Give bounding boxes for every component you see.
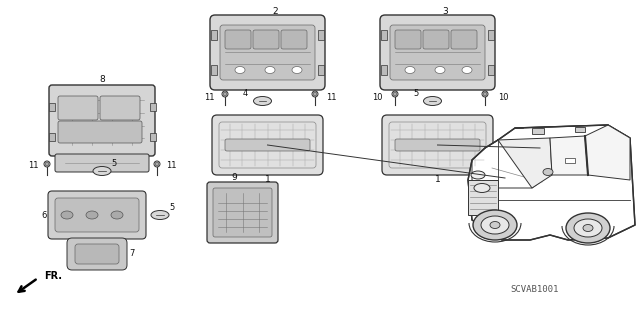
Bar [381, 30, 387, 40]
Ellipse shape [473, 210, 517, 240]
Text: 1: 1 [264, 174, 270, 183]
Text: 11: 11 [326, 93, 336, 101]
Polygon shape [498, 138, 552, 188]
Text: 10: 10 [498, 93, 508, 101]
FancyBboxPatch shape [395, 139, 480, 151]
Ellipse shape [574, 219, 602, 237]
FancyBboxPatch shape [395, 30, 421, 49]
Ellipse shape [61, 211, 73, 219]
Text: 6: 6 [42, 211, 47, 219]
Polygon shape [483, 92, 487, 96]
Bar [565, 158, 575, 163]
Ellipse shape [292, 66, 302, 73]
Text: 4: 4 [243, 88, 248, 98]
Ellipse shape [435, 66, 445, 73]
Ellipse shape [235, 66, 245, 73]
Text: 3: 3 [443, 8, 449, 17]
Ellipse shape [583, 225, 593, 232]
Bar [532, 128, 544, 134]
Polygon shape [585, 125, 630, 180]
FancyBboxPatch shape [213, 188, 272, 237]
Ellipse shape [474, 183, 490, 192]
Ellipse shape [86, 211, 98, 219]
FancyBboxPatch shape [75, 244, 119, 264]
Text: 11: 11 [204, 93, 214, 101]
Text: 7: 7 [129, 249, 134, 258]
FancyBboxPatch shape [220, 25, 315, 80]
Polygon shape [393, 92, 397, 96]
Polygon shape [550, 136, 588, 175]
FancyBboxPatch shape [281, 30, 307, 49]
FancyBboxPatch shape [225, 30, 251, 49]
Ellipse shape [424, 97, 442, 106]
Circle shape [154, 161, 160, 167]
FancyBboxPatch shape [49, 85, 155, 156]
Bar [318, 30, 324, 40]
Text: 5: 5 [413, 88, 418, 98]
Bar [488, 65, 494, 75]
FancyBboxPatch shape [225, 139, 310, 151]
Ellipse shape [481, 216, 509, 234]
Ellipse shape [471, 171, 485, 179]
Bar [211, 65, 217, 75]
Ellipse shape [253, 97, 271, 106]
Polygon shape [223, 92, 227, 96]
Circle shape [222, 91, 228, 97]
FancyBboxPatch shape [58, 96, 98, 120]
Ellipse shape [405, 66, 415, 73]
FancyBboxPatch shape [382, 115, 493, 175]
Bar [150, 103, 156, 111]
FancyBboxPatch shape [48, 191, 146, 239]
Bar [318, 65, 324, 75]
Text: 2: 2 [273, 8, 278, 17]
Polygon shape [313, 92, 317, 96]
Text: 5: 5 [170, 203, 175, 211]
Polygon shape [468, 125, 635, 240]
FancyBboxPatch shape [58, 121, 142, 143]
FancyBboxPatch shape [390, 25, 485, 80]
Polygon shape [45, 162, 49, 166]
Bar [150, 133, 156, 141]
FancyBboxPatch shape [55, 198, 139, 232]
Ellipse shape [265, 66, 275, 73]
FancyBboxPatch shape [253, 30, 279, 49]
Text: 11: 11 [166, 160, 176, 169]
Bar [381, 65, 387, 75]
Ellipse shape [93, 167, 111, 175]
Bar [211, 30, 217, 40]
FancyBboxPatch shape [451, 30, 477, 49]
Bar [49, 133, 55, 141]
Circle shape [482, 91, 488, 97]
FancyBboxPatch shape [212, 115, 323, 175]
FancyBboxPatch shape [55, 154, 149, 172]
Circle shape [392, 91, 398, 97]
Text: 8: 8 [99, 75, 105, 84]
Circle shape [312, 91, 318, 97]
FancyBboxPatch shape [207, 182, 278, 243]
Bar [49, 103, 55, 111]
Text: 5: 5 [111, 159, 116, 167]
Ellipse shape [151, 211, 169, 219]
Text: 11: 11 [28, 160, 38, 169]
Ellipse shape [462, 66, 472, 73]
Bar [468, 180, 498, 215]
Text: FR.: FR. [44, 271, 62, 281]
FancyBboxPatch shape [67, 238, 127, 270]
Ellipse shape [566, 213, 610, 243]
Circle shape [44, 161, 50, 167]
FancyBboxPatch shape [210, 15, 325, 90]
FancyBboxPatch shape [380, 15, 495, 90]
FancyBboxPatch shape [423, 30, 449, 49]
Ellipse shape [543, 168, 553, 175]
Text: SCVAB1001: SCVAB1001 [511, 286, 559, 294]
Text: 9: 9 [232, 173, 237, 182]
Polygon shape [155, 162, 159, 166]
Bar [575, 127, 585, 132]
Ellipse shape [490, 221, 500, 228]
Bar [488, 30, 494, 40]
Text: 10: 10 [372, 93, 382, 101]
FancyBboxPatch shape [100, 96, 140, 120]
Ellipse shape [111, 211, 123, 219]
Text: 1: 1 [435, 174, 440, 183]
